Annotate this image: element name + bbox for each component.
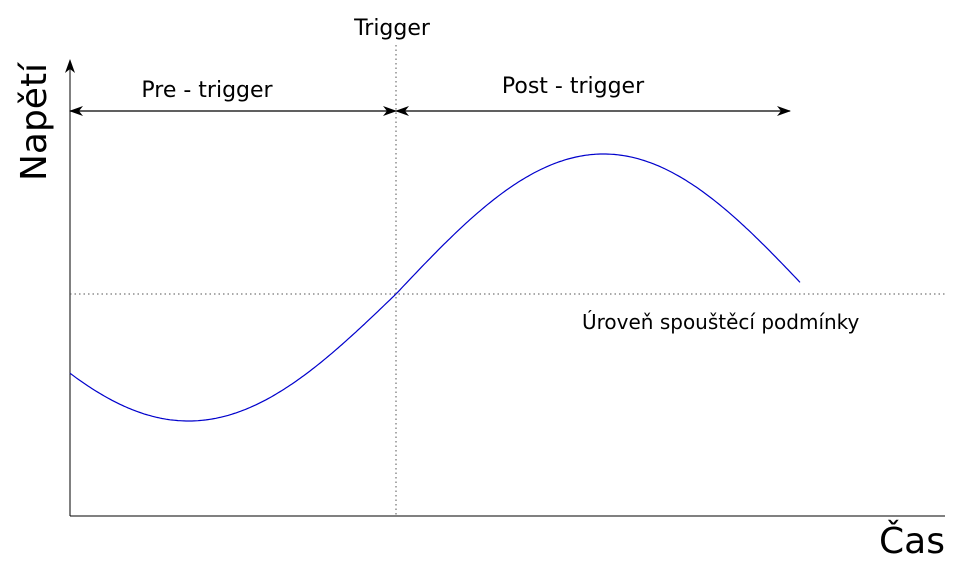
x-axis-label: Čas (879, 520, 945, 561)
trigger-label: Trigger (353, 16, 431, 41)
y-axis-label: Napětí (14, 62, 55, 181)
level-label: Úroveň spouštěcí podmínky (582, 310, 860, 334)
post-trigger-label: Post - trigger (502, 74, 645, 99)
signal-curve (69, 153, 801, 422)
pre-trigger-label: Pre - trigger (141, 78, 273, 103)
